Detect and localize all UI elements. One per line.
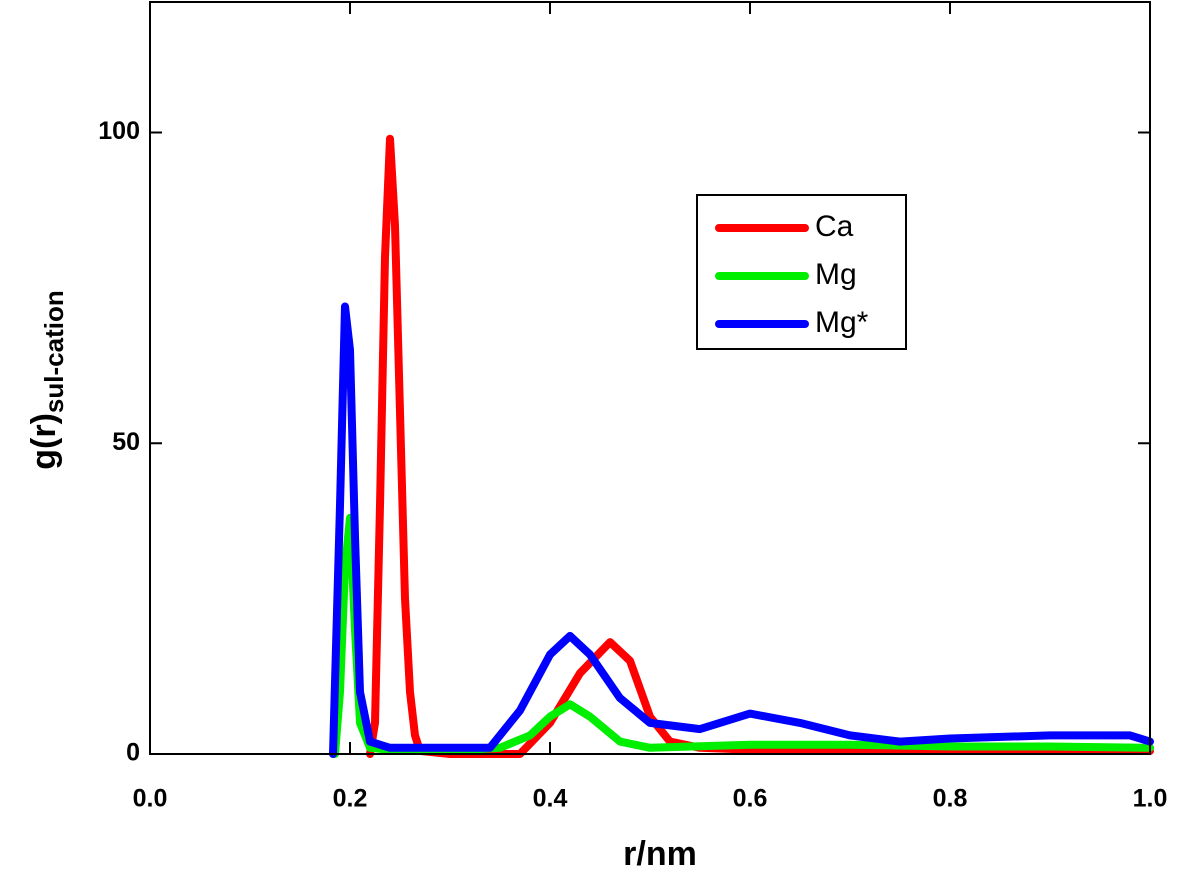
x-axis-label: r/nm — [623, 835, 697, 873]
x-tick-label: 0.6 — [733, 785, 768, 813]
y-tick-label: 100 — [98, 117, 140, 145]
legend-label: Mg* — [815, 306, 869, 339]
plot-frame — [149, 1, 1151, 755]
y-label-main: g(r) — [25, 413, 63, 470]
x-tick-label: 0.4 — [533, 785, 568, 813]
x-tick-label: 0.0 — [133, 785, 168, 813]
x-tick-label: 1.0 — [1133, 785, 1168, 813]
legend-label: Mg — [815, 258, 857, 291]
y-tick-label: 0 — [126, 739, 140, 767]
y-label-subscript: sul-cation — [39, 290, 69, 413]
legend-label: Ca — [815, 210, 854, 243]
series-line — [329, 302, 1154, 758]
x-tick-label: 0.2 — [333, 785, 368, 813]
y-axis-label-group: g(r)sul-cation — [25, 290, 69, 469]
y-axis-label: g(r)sul-cation — [25, 290, 69, 469]
x-tick-label: 0.8 — [933, 785, 968, 813]
y-tick-label: 50 — [112, 428, 140, 456]
